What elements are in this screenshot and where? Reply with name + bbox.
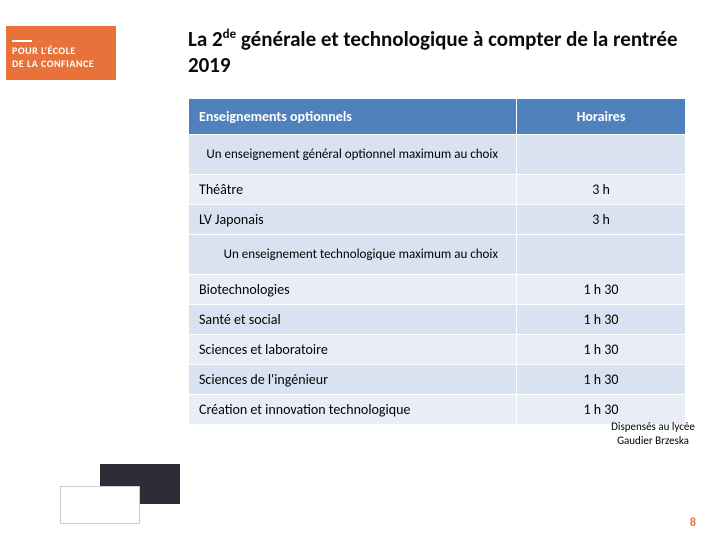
course-hours: 1 h 30 xyxy=(517,305,686,335)
table-row: Sciences de l'ingénieur 1 h 30 xyxy=(189,365,686,395)
table-row: Théâtre 3 h xyxy=(189,175,686,205)
header-enseignements: Enseignements optionnels xyxy=(189,99,517,135)
course-hours: 1 h 30 xyxy=(517,335,686,365)
table-row: Sciences et laboratoire 1 h 30 xyxy=(189,335,686,365)
side-note: Dispensés au lycée Gaudier Brzeska xyxy=(598,420,708,448)
table-header-row: Enseignements optionnels Horaires xyxy=(189,99,686,135)
course-name: Sciences de l'ingénieur xyxy=(189,365,517,395)
course-hours: 3 h xyxy=(517,205,686,235)
course-name: Biotechnologies xyxy=(189,275,517,305)
table-row: Santé et social 1 h 30 xyxy=(189,305,686,335)
section-label-row: Un enseignement général optionnel maximu… xyxy=(189,135,686,175)
section-label-row: Un enseignement technologique maximum au… xyxy=(189,235,686,275)
section-label: Un enseignement général optionnel maximu… xyxy=(189,135,517,175)
course-hours: 1 h 30 xyxy=(517,365,686,395)
footer-decoration xyxy=(60,464,200,524)
course-name: LV Japonais xyxy=(189,205,517,235)
brand-line2: DE LA CONFIANCE xyxy=(12,57,110,70)
table-row: Biotechnologies 1 h 30 xyxy=(189,275,686,305)
brand-badge: POUR L'ÉCOLE DE LA CONFIANCE xyxy=(6,26,116,80)
course-name: Santé et social xyxy=(189,305,517,335)
section-label: Un enseignement technologique maximum au… xyxy=(189,235,517,275)
course-name: Théâtre xyxy=(189,175,517,205)
header-horaires: Horaires xyxy=(517,99,686,135)
course-name: Création et innovation technologique xyxy=(189,395,517,425)
course-name: Sciences et laboratoire xyxy=(189,335,517,365)
page-number: 8 xyxy=(690,516,696,530)
course-hours: 1 h 30 xyxy=(517,275,686,305)
deco-white-block xyxy=(60,486,140,524)
page-title: La 2de générale et technologique à compt… xyxy=(188,26,688,79)
brand-line1: POUR L'ÉCOLE xyxy=(12,44,110,57)
table-row: LV Japonais 3 h xyxy=(189,205,686,235)
optional-courses-table: Enseignements optionnels Horaires Un ens… xyxy=(188,98,686,425)
course-hours: 3 h xyxy=(517,175,686,205)
